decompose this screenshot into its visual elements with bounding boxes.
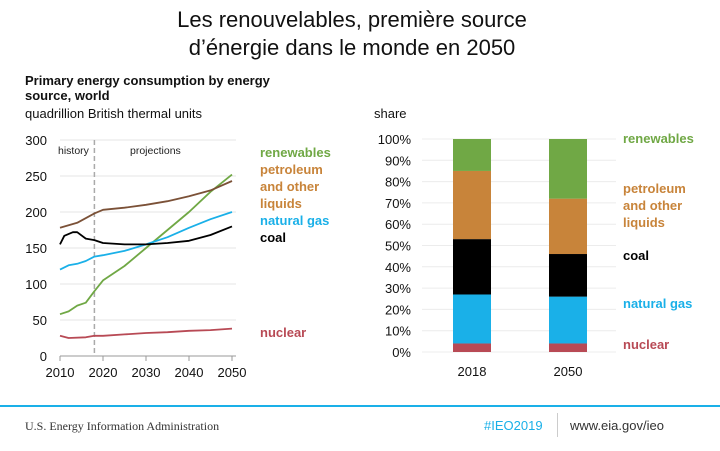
line-chart-title-line1: Primary energy consumption by energy bbox=[25, 73, 271, 88]
y-tick-label: 150 bbox=[25, 241, 47, 256]
series-line-nuclear bbox=[59, 327, 233, 339]
y-tick-label: 70% bbox=[385, 196, 411, 211]
projections-label: projections bbox=[130, 145, 181, 157]
bar-nuclear-2018 bbox=[453, 343, 491, 352]
footer-separator bbox=[557, 413, 558, 437]
bar-petroleum-2050 bbox=[549, 198, 587, 255]
legend-petroleum: liquids bbox=[260, 196, 302, 211]
series-line-petroleum bbox=[59, 180, 233, 229]
series-line-renewables bbox=[59, 173, 233, 316]
bar-renewables-2018 bbox=[453, 139, 491, 171]
footer-url[interactable]: www.eia.gov/ieo bbox=[570, 418, 664, 433]
y-tick-label: 10% bbox=[385, 324, 411, 339]
legend-coal: coal bbox=[623, 248, 649, 263]
y-tick-label: 50% bbox=[385, 239, 411, 254]
legend-petroleum: liquids bbox=[623, 215, 665, 230]
series-line-natural_gas bbox=[59, 211, 233, 271]
bar-petroleum-2018 bbox=[453, 170, 491, 240]
legend-petroleum: petroleum bbox=[260, 162, 323, 177]
y-tick-label: 100% bbox=[378, 132, 412, 147]
legend-coal: coal bbox=[260, 230, 286, 245]
y-tick-label: 30% bbox=[385, 281, 411, 296]
x-tick-label: 2030 bbox=[132, 365, 161, 380]
bar-coal-2050 bbox=[549, 254, 587, 297]
x-tick-label: 2018 bbox=[458, 364, 487, 379]
legend-renewables: renewables bbox=[260, 145, 331, 160]
y-tick-label: 60% bbox=[385, 217, 411, 232]
footer-hashtag[interactable]: #IEO2019 bbox=[484, 418, 543, 433]
x-tick-label: 2050 bbox=[218, 365, 247, 380]
line-chart-unit-label: quadrillion British thermal units bbox=[25, 106, 203, 121]
bar-natural_gas-2018 bbox=[453, 294, 491, 344]
bar-coal-2018 bbox=[453, 239, 491, 295]
legend-petroleum: and other bbox=[260, 179, 319, 194]
y-tick-label: 250 bbox=[25, 169, 47, 184]
x-tick-label: 2010 bbox=[46, 365, 75, 380]
footer-agency: U.S. Energy Information Administration bbox=[25, 419, 220, 433]
legend-petroleum: petroleum bbox=[623, 181, 686, 196]
history-label: history bbox=[58, 145, 90, 157]
x-tick-label: 2020 bbox=[89, 365, 118, 380]
y-tick-label: 100 bbox=[25, 277, 47, 292]
bar-nuclear-2050 bbox=[549, 343, 587, 352]
y-tick-label: 0 bbox=[40, 349, 47, 364]
legend-nuclear: nuclear bbox=[623, 337, 669, 352]
line-chart-title-line2: source, world bbox=[25, 88, 110, 103]
y-tick-label: 40% bbox=[385, 260, 411, 275]
page-title-line1: Les renouvelables, première source bbox=[177, 7, 527, 32]
series-line-coal bbox=[59, 225, 233, 246]
footer-divider bbox=[0, 405, 720, 407]
y-tick-label: 300 bbox=[25, 133, 47, 148]
page-title-line2: d’énergie dans le monde en 2050 bbox=[189, 35, 516, 60]
legend-nuclear: nuclear bbox=[260, 325, 306, 340]
bar-chart-unit-label: share bbox=[374, 106, 407, 121]
y-tick-label: 20% bbox=[385, 302, 411, 317]
legend-petroleum: and other bbox=[623, 198, 682, 213]
y-tick-label: 200 bbox=[25, 205, 47, 220]
bar-renewables-2050 bbox=[549, 139, 587, 199]
legend-natural-gas: natural gas bbox=[623, 296, 692, 311]
y-tick-label: 80% bbox=[385, 175, 411, 190]
legend-renewables: renewables bbox=[623, 131, 694, 146]
x-tick-label: 2040 bbox=[175, 365, 204, 380]
y-tick-label: 50 bbox=[33, 313, 47, 328]
y-tick-label: 0% bbox=[392, 345, 411, 360]
bar-natural_gas-2050 bbox=[549, 296, 587, 344]
x-tick-label: 2050 bbox=[554, 364, 583, 379]
y-tick-label: 90% bbox=[385, 153, 411, 168]
legend-natural-gas: natural gas bbox=[260, 213, 329, 228]
